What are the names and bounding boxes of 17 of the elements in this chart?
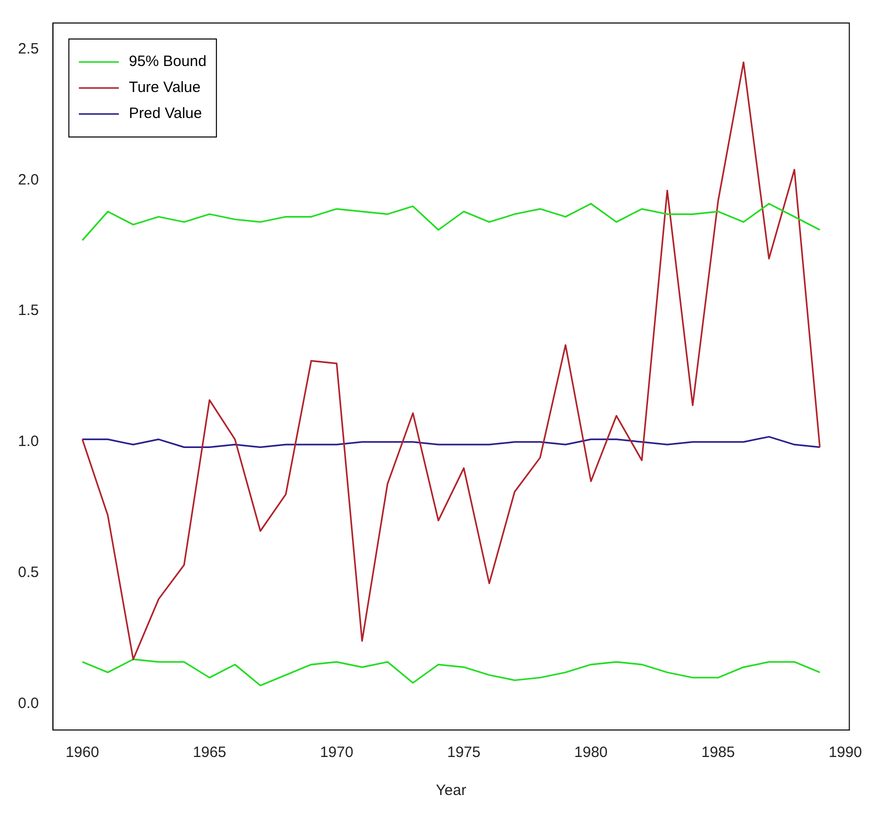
x-tick-label: 1965 bbox=[192, 744, 226, 762]
y-tick-label: 0.5 bbox=[18, 564, 39, 582]
x-tick-label: 1970 bbox=[320, 744, 354, 762]
x-tick-label: 1975 bbox=[447, 744, 480, 762]
x-tick-label: 1980 bbox=[574, 744, 608, 762]
legend-label: 95% Bound bbox=[128, 53, 206, 70]
y-tick-label: 1.0 bbox=[18, 433, 39, 450]
y-tick-label: 2.0 bbox=[18, 171, 39, 188]
x-tick-label: 1960 bbox=[66, 744, 100, 762]
x-tick-label: 1985 bbox=[701, 744, 735, 762]
legend-label: Ture Value bbox=[128, 79, 201, 96]
y-tick-label: 1.5 bbox=[18, 302, 39, 320]
y-tick-label: 0.0 bbox=[18, 694, 39, 712]
x-axis-title: Year bbox=[436, 782, 466, 800]
x-tick-label: 1990 bbox=[828, 744, 862, 762]
y-tick-label: 2.5 bbox=[18, 40, 39, 58]
legend-label: Pred Value bbox=[128, 105, 202, 122]
